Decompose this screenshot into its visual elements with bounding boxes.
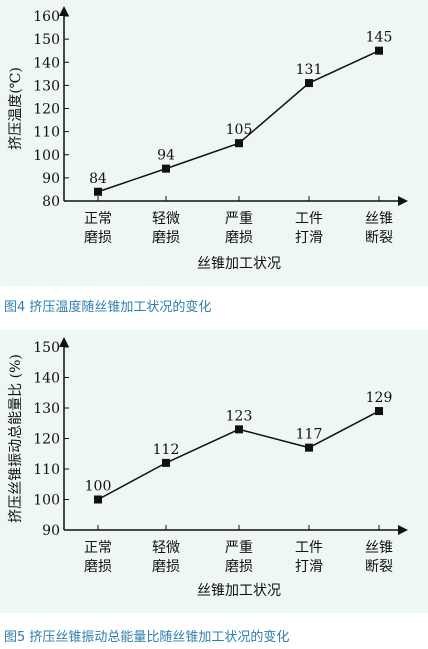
x-tick-label: 磨损 — [152, 559, 180, 575]
x-axis-label: 丝锥加工状况 — [197, 583, 281, 599]
x-tick-label: 磨损 — [152, 230, 180, 246]
data-point-marker — [375, 46, 383, 55]
x-tick-label: 工件 — [295, 540, 323, 556]
y-tick-label: 90 — [42, 523, 60, 539]
x-tick-label: 正常 — [84, 540, 112, 556]
y-tick-label: 130 — [33, 401, 60, 417]
y-tick-label: 150 — [33, 32, 60, 48]
data-point-marker — [94, 187, 102, 196]
data-point-marker — [375, 407, 383, 416]
data-point-marker — [305, 79, 313, 88]
x-tick-label: 磨损 — [225, 559, 253, 575]
figure-caption-fig4: 图4 挤压温度随丝锥加工状况的变化 — [4, 300, 212, 315]
y-tick-label: 90 — [42, 171, 60, 187]
x-tick-label: 丝锥 — [365, 211, 393, 227]
x-tick-label: 磨损 — [84, 559, 112, 575]
y-tick-label: 100 — [33, 148, 60, 164]
data-label: 129 — [366, 390, 393, 406]
data-point-marker — [162, 458, 170, 467]
y-tick-label: 80 — [42, 194, 60, 210]
y-tick-label: 160 — [33, 9, 60, 25]
y-tick-label: 150 — [33, 340, 60, 356]
x-tick-label: 严重 — [225, 211, 253, 227]
data-point-marker — [235, 139, 243, 148]
data-label: 105 — [226, 122, 253, 138]
y-tick-label: 140 — [33, 55, 60, 71]
x-tick-label: 打滑 — [295, 558, 323, 575]
y-tick-label: 100 — [33, 493, 60, 509]
y-tick-label: 120 — [33, 432, 60, 448]
x-tick-label: 断裂 — [365, 230, 393, 246]
x-tick-label: 丝锥 — [365, 540, 393, 556]
x-tick-label: 磨损 — [225, 230, 253, 246]
y-tick-label: 120 — [33, 102, 60, 118]
x-tick-label: 轻微 — [152, 211, 180, 227]
y-tick-label: 110 — [33, 125, 60, 141]
data-point-marker — [305, 443, 313, 452]
data-label: 112 — [153, 442, 180, 458]
data-label: 123 — [226, 408, 253, 424]
chart-panel-fig5: 90 100 110 120 130 140 150 正常磨损 轻微磨损 严重磨损 工件打滑 丝锥断裂… — [0, 330, 428, 613]
x-axis-arrow — [398, 525, 408, 535]
data-label: 145 — [366, 30, 393, 46]
figure-caption-fig5: 图5 挤压丝锥振动总能量比随丝锥加工状况的变化 — [4, 630, 290, 645]
x-axis-label: 丝锥加工状况 — [197, 256, 281, 272]
data-label: 117 — [296, 427, 323, 443]
x-tick-label: 工件 — [295, 211, 323, 227]
x-tick-label: 正常 — [84, 211, 112, 227]
data-point-marker — [235, 425, 243, 434]
data-label: 84 — [89, 171, 107, 187]
x-tick-label: 断裂 — [365, 559, 393, 575]
y-axis-label: 挤压丝锥振动总能量比 (%) — [8, 354, 24, 523]
y-tick-label: 130 — [33, 78, 60, 94]
x-axis-arrow — [398, 196, 408, 206]
data-point-marker — [162, 164, 170, 173]
x-tick-label: 轻微 — [152, 540, 180, 556]
y-axis-label: 挤压温度(℃) — [8, 67, 24, 150]
y-axis-arrow — [59, 337, 69, 347]
chart-panel-fig4: 80 90 100 110 120 130 140 150 160 正常磨损 轻微磨损 严重磨损 工件打… — [0, 0, 428, 286]
data-label: 94 — [157, 148, 175, 164]
x-tick-label: 打滑 — [295, 229, 323, 246]
y-axis-arrow — [59, 6, 69, 16]
y-tick-label: 110 — [33, 462, 60, 478]
data-label: 100 — [85, 479, 112, 495]
data-point-marker — [94, 495, 102, 504]
y-tick-label: 140 — [33, 371, 60, 387]
x-tick-label: 严重 — [225, 540, 253, 556]
x-tick-label: 磨损 — [84, 230, 112, 246]
data-label: 131 — [296, 62, 323, 78]
